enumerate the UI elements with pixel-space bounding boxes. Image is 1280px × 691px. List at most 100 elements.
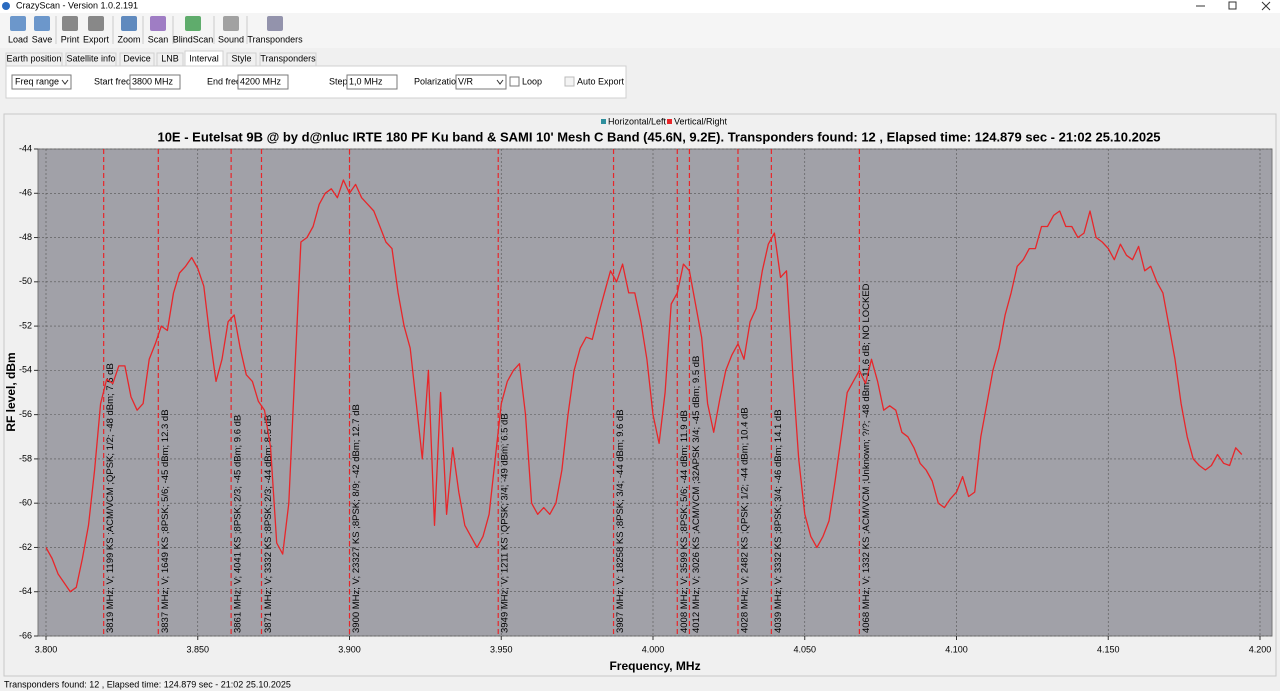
interval-panel	[5, 65, 627, 99]
end-input[interactable]	[237, 74, 289, 90]
end-label: End freq	[207, 76, 241, 86]
toolbar-icon	[62, 16, 78, 31]
transponder-label: 3900 MHz; V; 23327 KS ;8PSK; 8/9; -42 dB…	[351, 404, 362, 633]
legend-label: Vertical/Right	[674, 116, 728, 126]
start-label: Start freq	[94, 76, 131, 86]
toolbar-button[interactable]: BlindScan	[173, 16, 214, 44]
restore-button[interactable]	[1228, 1, 1237, 10]
toolbar-icon	[34, 16, 50, 31]
y-tick-label: -58	[19, 453, 32, 463]
y-tick-label: -44	[19, 143, 32, 153]
toolbar-button[interactable]: Transponders	[247, 16, 303, 44]
polarization-label: Polarization	[414, 76, 461, 86]
transponder-label: 3819 MHz; V; 1199 KS ;ACM/VCM ;QPSK; 1/2…	[105, 363, 116, 633]
status-bar: Transponders found: 12 , Elapsed time: 1…	[4, 679, 291, 689]
x-tick-label: 4.100	[945, 644, 968, 654]
x-tick-label: 3.900	[338, 644, 361, 654]
legend-swatch	[667, 119, 672, 124]
transponder-label: 3837 MHz; V; 1649 KS ;8PSK; 5/6; -45 dBm…	[160, 409, 171, 633]
toolbar-label: Save	[32, 34, 53, 44]
auto-export-checkbox	[564, 76, 575, 87]
auto-export-label: Auto Export	[577, 76, 625, 86]
plot: 3819 MHz; V; 1199 KS ;ACM/VCM ;QPSK; 1/2…	[34, 148, 1272, 640]
toolbar-label: Scan	[148, 34, 169, 44]
toolbar-label: BlindScan	[173, 34, 214, 44]
y-tick-label: -50	[19, 276, 32, 286]
app-icon	[2, 2, 10, 10]
polarization-select[interactable]	[455, 74, 507, 90]
start-input[interactable]	[129, 74, 181, 90]
end-value: 4200 MHz	[240, 76, 282, 86]
chart-title: 10E - Eutelsat 9B @ by d@nluc IRTE 180 P…	[157, 129, 1160, 144]
transponder-label: 3861 MHz; V; 4041 KS ;8PSK; 2/3; -45 dBm…	[233, 415, 244, 633]
toolbar-icon	[88, 16, 104, 31]
x-tick-label: 3.800	[35, 644, 58, 654]
y-tick-label: -66	[19, 630, 32, 640]
toolbar-button[interactable]: Load	[8, 16, 28, 44]
spectrum-line	[45, 179, 1243, 593]
y-tick-label: -62	[19, 542, 32, 552]
close-button[interactable]	[1261, 1, 1271, 11]
x-tick-label: 3.850	[186, 644, 209, 654]
tab-label: LNB	[161, 53, 179, 63]
tab-label: Earth position	[6, 53, 61, 63]
y-tick-label: -56	[19, 409, 32, 419]
toolbar	[0, 13, 1280, 48]
loop-label: Loop	[522, 76, 542, 86]
tab-label: Satellite info	[66, 53, 115, 63]
window-title: CrazyScan - Version 1.0.2.191	[16, 0, 138, 10]
y-tick-label: -60	[19, 498, 32, 508]
y-tick-label: -54	[19, 365, 32, 375]
toolbar-button[interactable]: Scan	[148, 16, 169, 44]
mode-value: Freq range	[15, 76, 59, 86]
x-tick-label: 4.200	[1249, 644, 1272, 654]
transponder-label: 4028 MHz; V; 2482 KS ;QPSK; 1/2; -44 dBm…	[739, 407, 750, 633]
dropdown-arrow	[496, 79, 504, 85]
tab-label: Device	[123, 53, 151, 63]
transponder-label: 4039 MHz; V; 3332 KS ;8PSK; 3/4; -46 dBm…	[773, 409, 784, 633]
plot-area	[37, 148, 1273, 637]
toolbar-button[interactable]: Zoom	[117, 16, 141, 44]
legend-swatch	[601, 119, 606, 124]
toolbar-button[interactable]: Sound	[218, 16, 244, 44]
toolbar-icon	[223, 16, 239, 31]
tab-strip: Earth position Satellite info Device LNB Int…	[5, 50, 317, 67]
step-input[interactable]	[346, 74, 398, 90]
toolbar-label: Load	[8, 34, 28, 44]
mode-select[interactable]	[11, 74, 72, 90]
y-tick-label: -52	[19, 320, 32, 330]
step-label: Step	[329, 76, 348, 86]
dropdown-arrow	[61, 79, 69, 85]
tab-label: Style	[231, 53, 251, 63]
toolbar-icon	[121, 16, 137, 31]
toolbar-label: Zoom	[117, 34, 140, 44]
x-tick-label: 4.000	[642, 644, 665, 654]
toolbar-label: Print	[61, 34, 80, 44]
toolbar-icon	[267, 16, 283, 31]
y-tick-label: -64	[19, 586, 32, 596]
toolbar-buttons: Load Save Print Export Zoom Scan BlindScan Soun…	[8, 16, 303, 44]
toolbar-icon	[185, 16, 201, 31]
toolbar-label: Transponders	[247, 34, 303, 44]
transponder-label: 4012 MHz; V; 3026 KS ;ACM/VCM ;32APSK 3/…	[691, 356, 702, 633]
toolbar-icon	[150, 16, 166, 31]
toolbar-label: Sound	[218, 34, 244, 44]
toolbar-button[interactable]: Export	[83, 16, 110, 44]
y-tick-label: -46	[19, 188, 32, 198]
x-tick-label: 4.050	[793, 644, 816, 654]
toolbar-button[interactable]: Save	[32, 16, 53, 44]
transponder-label: 4008 MHz; V; 3599 KS ;8PSK; 5/6; -44 dBm…	[679, 410, 690, 633]
tab-label: Interval	[189, 53, 219, 63]
x-axis-label: Frequency, MHz	[609, 659, 700, 673]
start-value: 3800 MHz	[132, 76, 174, 86]
legend-label: Horizontal/Left	[608, 116, 667, 126]
transponder-label: 3949 MHz; V; 1211 KS ;QPSK; 3/4; -49 dBm…	[500, 413, 511, 633]
x-tick-label: 4.150	[1097, 644, 1120, 654]
polarization-value: V/R	[458, 76, 474, 86]
toolbar-button[interactable]: Print	[61, 16, 80, 44]
loop-checkbox[interactable]	[509, 76, 520, 87]
tab-label: Transponders	[260, 53, 316, 63]
transponder-label: 4068 MHz; V; 1332 KS ;ACM/VCM ;Unknown; …	[861, 283, 872, 633]
x-tick-label: 3.950	[490, 644, 513, 654]
